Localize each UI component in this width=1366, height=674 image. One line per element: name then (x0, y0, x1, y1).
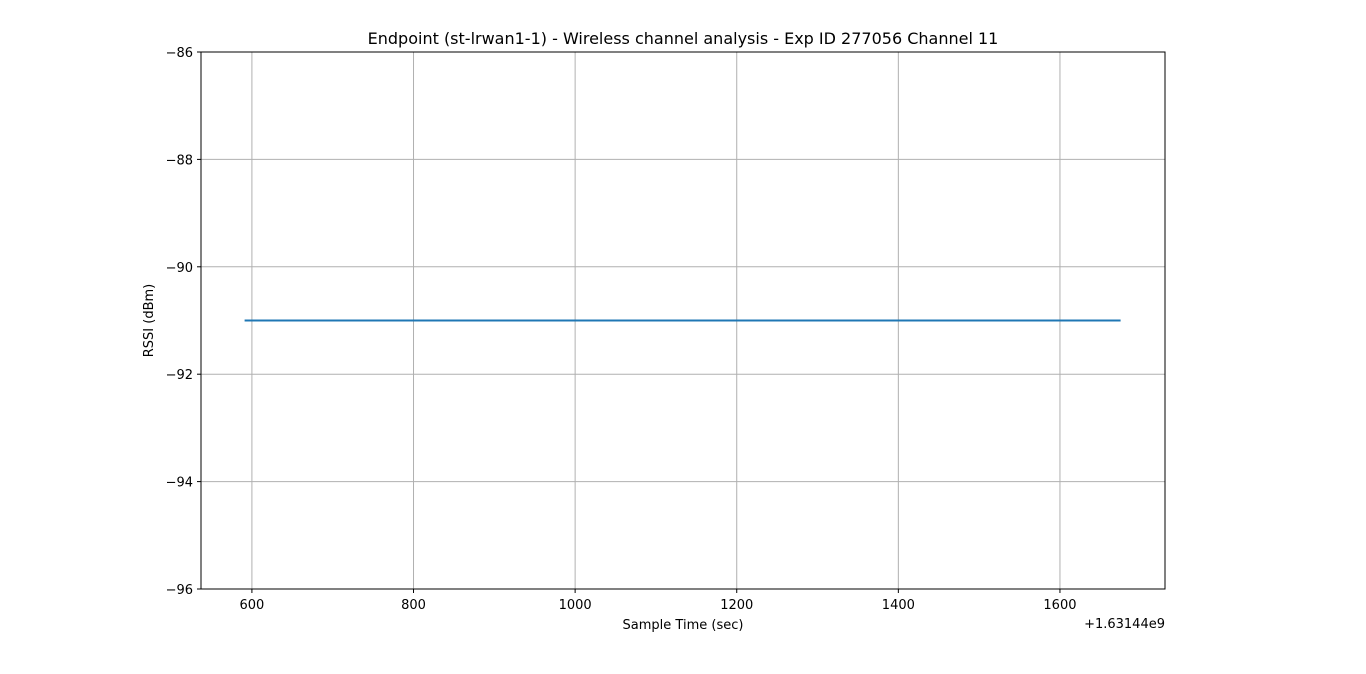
x-axis-offset-label: +1.63144e9 (1084, 617, 1165, 632)
x-tick-label: 800 (401, 598, 426, 613)
x-tick-label: 600 (239, 598, 264, 613)
chart-title: Endpoint (st-lrwan1-1) - Wireless channe… (368, 29, 999, 48)
y-tick-label: −90 (166, 261, 193, 276)
x-axis-label: Sample Time (sec) (623, 618, 744, 633)
y-tick-label: −94 (166, 476, 193, 491)
y-axis-label: RSSI (dBm) (142, 284, 157, 357)
y-tick-label: −92 (166, 368, 193, 383)
x-tick-label: 1600 (1043, 598, 1076, 613)
x-tick-label: 1200 (720, 598, 753, 613)
y-tick-label: −96 (166, 583, 193, 598)
y-tick-label: −86 (166, 46, 193, 61)
x-tick-label: 1400 (882, 598, 915, 613)
axis-ticks: 600 800 1000 1200 1400 1600 −86 −88 −90 −92 −94 −96 (166, 46, 1077, 613)
plot-area-frame (200, 51, 1166, 590)
y-tick-label: −88 (166, 153, 193, 168)
x-tick-label: 1000 (559, 598, 592, 613)
